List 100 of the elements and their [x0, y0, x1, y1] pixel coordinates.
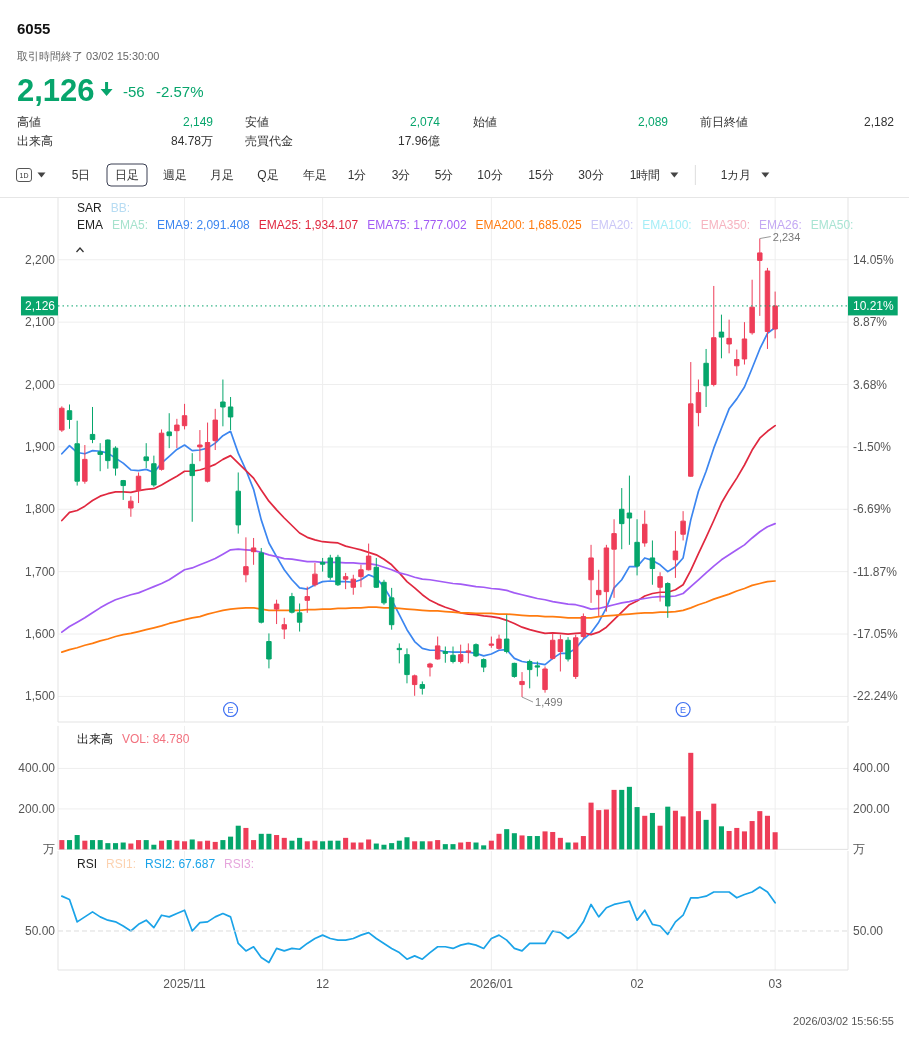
- bar: [159, 840, 165, 850]
- bar: [672, 810, 678, 850]
- candlestick: [703, 348, 709, 408]
- candlestick: [250, 537, 257, 566]
- candlestick: [688, 361, 694, 478]
- bar: [174, 840, 180, 850]
- y2-tick-label: -17.05%: [853, 627, 899, 642]
- text: 2,089: [637, 115, 669, 129]
- bar: [228, 836, 234, 850]
- candlestick: [734, 349, 740, 377]
- bar: [665, 806, 671, 850]
- y-tick-label: 2,100: [24, 315, 56, 330]
- bar: [657, 825, 663, 850]
- bar: [703, 819, 709, 850]
- candlestick: [189, 452, 195, 523]
- candlestick: [312, 562, 318, 588]
- text: 17.96億: [397, 134, 440, 148]
- text: EMA9: 2,091.408: [157, 218, 251, 232]
- line-series: [60, 580, 776, 653]
- bar: [534, 836, 540, 850]
- candlestick: [59, 405, 65, 433]
- candlestick: [404, 647, 410, 684]
- y-tick-label: 2,200: [24, 252, 56, 267]
- candlestick: [465, 642, 472, 664]
- y-tick-label: 1,700: [24, 564, 56, 579]
- bar: [396, 840, 402, 850]
- candlestick: [97, 442, 103, 472]
- candlestick: [672, 530, 679, 579]
- candlestick: [227, 396, 234, 431]
- candlestick: [419, 680, 426, 696]
- candlestick: [89, 406, 96, 444]
- bar: [473, 842, 479, 850]
- candlestick: [480, 657, 487, 673]
- bar: [59, 840, 65, 850]
- annotation: 1,499: [535, 696, 563, 709]
- bar: [182, 841, 188, 850]
- y-tick-label: 1,500: [24, 689, 56, 704]
- candlestick: [764, 267, 771, 350]
- candlestick: [473, 642, 479, 658]
- bar: [427, 841, 433, 850]
- candlestick: [695, 379, 702, 427]
- bar: [335, 840, 341, 850]
- candlestick: [135, 471, 142, 504]
- text: 5日: [71, 168, 91, 182]
- bar: [243, 827, 249, 850]
- text: 前日終値: [700, 115, 748, 129]
- candlestick: [342, 572, 349, 590]
- y2-tick-label: 200.00: [853, 801, 891, 816]
- text: 安値: [245, 115, 269, 129]
- bar: [450, 844, 456, 850]
- bar: [542, 831, 548, 850]
- candlestick: [749, 279, 755, 336]
- candlestick: [151, 455, 157, 488]
- bar: [757, 811, 763, 850]
- ref-line-label: 2,126: [24, 298, 56, 313]
- text: 10分: [477, 168, 503, 182]
- candlestick: [289, 592, 295, 614]
- candlestick: [772, 291, 778, 339]
- candlestick: [235, 471, 241, 535]
- bar: [465, 841, 471, 850]
- y-tick-label: 2,000: [24, 377, 56, 392]
- bar: [266, 833, 272, 850]
- text: 日足: [115, 168, 139, 182]
- bar: [143, 840, 149, 850]
- candlestick: [427, 662, 433, 677]
- candlestick: [442, 646, 449, 664]
- legend-label: EMA26:: [759, 218, 802, 232]
- bar: [741, 831, 747, 850]
- bar: [726, 830, 732, 850]
- bar: [511, 833, 517, 850]
- candlestick: [120, 479, 126, 501]
- candlestick: [588, 544, 594, 604]
- y2-tick-label: 万: [853, 842, 865, 857]
- candlestick: [82, 444, 88, 485]
- bar: [519, 835, 525, 850]
- text: 年足: [303, 168, 327, 182]
- bar: [412, 841, 418, 850]
- text: 1時間: [629, 168, 661, 182]
- candlestick: [212, 408, 218, 451]
- text: 2,182: [863, 115, 895, 129]
- bar: [734, 827, 740, 850]
- text: 2,149: [182, 115, 214, 129]
- candlestick: [112, 445, 119, 477]
- y-tick-label: 1,600: [24, 627, 56, 642]
- text: -2.57%: [156, 82, 204, 100]
- candlestick: [565, 636, 571, 662]
- candlestick: [611, 518, 617, 599]
- bar: [97, 840, 103, 850]
- bar: [642, 815, 648, 850]
- bar: [82, 840, 88, 850]
- bar: [772, 832, 778, 850]
- bar: [281, 837, 287, 850]
- bar: [504, 829, 510, 850]
- candlestick: [350, 574, 357, 596]
- candlestick: [335, 554, 341, 587]
- bar: [297, 837, 303, 850]
- text: 50.00: [24, 923, 56, 938]
- candlestick: [519, 671, 525, 698]
- candlestick: [358, 564, 364, 588]
- legend-label: BB:: [110, 201, 131, 215]
